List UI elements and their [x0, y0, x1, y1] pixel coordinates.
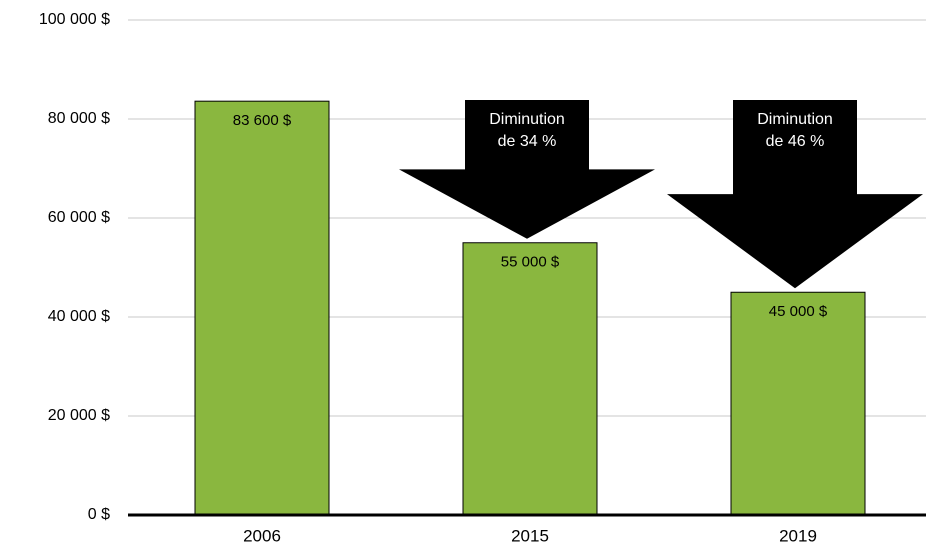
annotation: de 46 %	[766, 133, 825, 150]
value-label: 55 000 $	[501, 254, 560, 271]
annotation: Diminution	[489, 111, 565, 128]
bar	[194, 100, 330, 516]
value-label: 45 000 $	[769, 303, 828, 320]
bar	[462, 242, 598, 516]
value-label: 83 600 $	[233, 112, 292, 129]
y-tick-label: 20 000 $	[48, 407, 110, 424]
y-tick-label: 40 000 $	[48, 308, 110, 325]
y-tick-label: 60 000 $	[48, 209, 110, 226]
x-tick-label: 2006	[243, 526, 281, 545]
annotation: de 34 %	[498, 133, 557, 150]
y-tick-label: 80 000 $	[48, 110, 110, 127]
arrow	[399, 100, 655, 239]
y-tick-label: 0 $	[88, 506, 110, 523]
y-tick-label: 100 000 $	[39, 11, 110, 28]
x-tick-label: 2015	[511, 526, 549, 545]
annotation: Diminution	[757, 111, 833, 128]
x-tick-label: 2019	[779, 526, 817, 545]
bar	[730, 291, 866, 516]
arrow	[667, 100, 923, 289]
